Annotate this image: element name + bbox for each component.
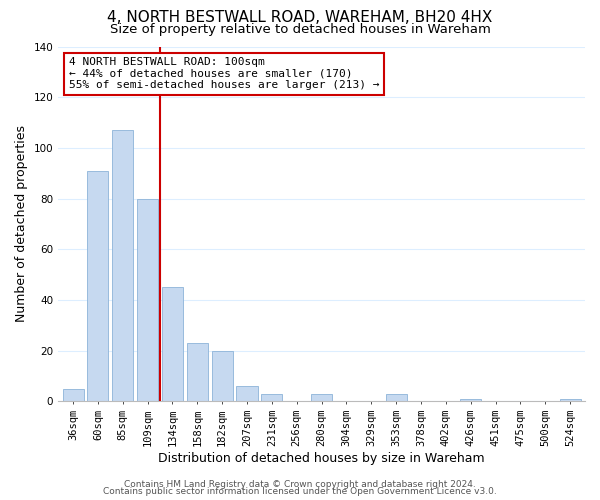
Bar — [212, 350, 233, 402]
Bar — [112, 130, 133, 402]
Text: Contains HM Land Registry data © Crown copyright and database right 2024.: Contains HM Land Registry data © Crown c… — [124, 480, 476, 489]
Bar — [236, 386, 257, 402]
Bar — [187, 343, 208, 402]
Text: 4 NORTH BESTWALL ROAD: 100sqm
← 44% of detached houses are smaller (170)
55% of : 4 NORTH BESTWALL ROAD: 100sqm ← 44% of d… — [69, 57, 379, 90]
Bar — [88, 170, 109, 402]
X-axis label: Distribution of detached houses by size in Wareham: Distribution of detached houses by size … — [158, 452, 485, 465]
Text: Size of property relative to detached houses in Wareham: Size of property relative to detached ho… — [110, 22, 490, 36]
Bar — [62, 388, 83, 402]
Text: Contains public sector information licensed under the Open Government Licence v3: Contains public sector information licen… — [103, 487, 497, 496]
Y-axis label: Number of detached properties: Number of detached properties — [15, 126, 28, 322]
Bar — [137, 198, 158, 402]
Bar — [386, 394, 407, 402]
Bar — [262, 394, 283, 402]
Bar — [162, 288, 183, 402]
Bar — [460, 399, 481, 402]
Bar — [560, 399, 581, 402]
Text: 4, NORTH BESTWALL ROAD, WAREHAM, BH20 4HX: 4, NORTH BESTWALL ROAD, WAREHAM, BH20 4H… — [107, 10, 493, 25]
Bar — [311, 394, 332, 402]
